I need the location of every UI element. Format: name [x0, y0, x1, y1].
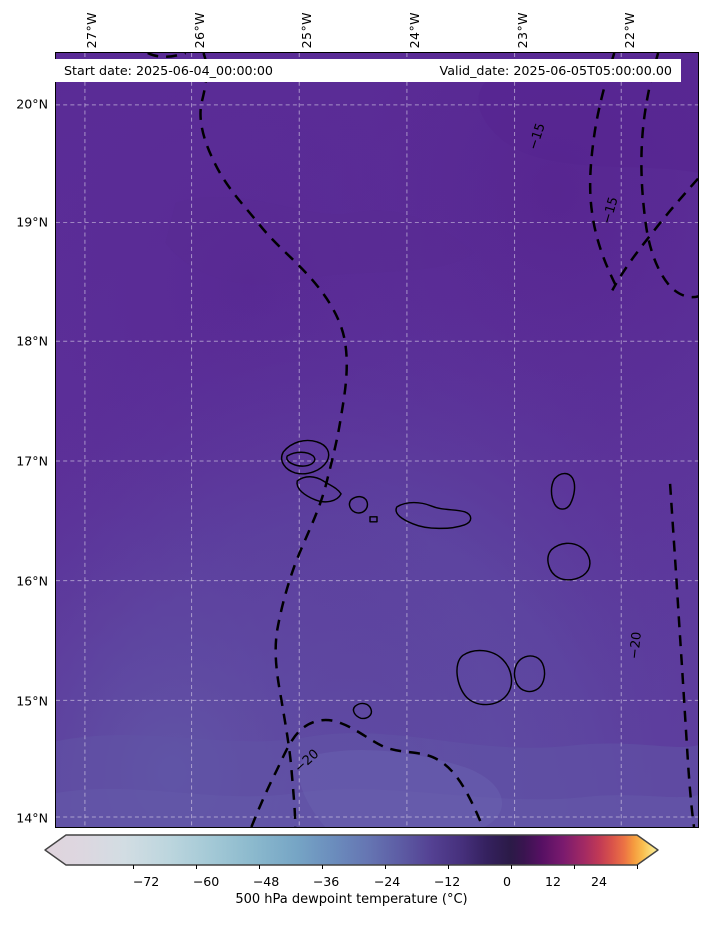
contour-label-minus20-a: −20: [627, 631, 645, 660]
map-axes[interactable]: −15 −15 −20 −20: [55, 52, 699, 828]
colorbar-tick: −60: [192, 874, 220, 889]
colorbar-tick: −24: [373, 874, 401, 889]
contour-minus15-c: [611, 177, 698, 291]
colorbar-tick: 0: [502, 874, 512, 889]
colorbar-tick: −12: [433, 874, 461, 889]
colorbar[interactable]: −72 −60 −48 −36 −24 −12 0 12 24 500 hPa …: [0, 832, 703, 935]
colorbar-tick: −72: [132, 874, 160, 889]
dewpoint-field: [56, 53, 698, 827]
xtick-label: 24°W: [407, 11, 422, 48]
contour-minus20-east: [668, 483, 696, 827]
valid-date-text: Valid_date: 2025-06-05T05:00:00.00: [439, 63, 672, 78]
contour-minus20-south: [250, 718, 484, 827]
ytick-label: 18°N: [16, 333, 48, 349]
contour-label-minus15-b: −15: [600, 195, 622, 225]
contour-lines: [147, 53, 698, 827]
colorbar-tick: −36: [312, 874, 340, 889]
xtick-label: 27°W: [84, 11, 99, 48]
title-bar: Start date: 2025-06-04_00:00:00 Valid_da…: [55, 59, 681, 82]
ytick-label: 15°N: [16, 693, 48, 709]
latitude-axis: 20°N 19°N 18°N 17°N 16°N 15°N 14°N: [0, 0, 55, 935]
longitude-axis: 27°W 26°W 25°W 24°W 23°W 22°W: [0, 0, 703, 52]
contour-minus15-west: [199, 53, 348, 827]
xtick-label: 23°W: [515, 11, 530, 48]
gridlines: [56, 53, 698, 827]
ytick-label: 17°N: [16, 453, 48, 469]
contour-labels: −15 −15 −20 −20: [292, 121, 645, 776]
colorbar-tick: −48: [252, 874, 280, 889]
contour-minus15-b: [640, 53, 698, 299]
colorbar-gradient: [44, 834, 659, 866]
colorbar-tick: 24: [590, 874, 608, 889]
colorbar-axis-label: 500 hPa dewpoint temperature (°C): [235, 892, 468, 907]
contour-label-minus15-a: −15: [526, 121, 549, 152]
xtick-label: 25°W: [299, 11, 314, 48]
contour-label-minus20-b: −20: [292, 747, 322, 776]
colorbar-tick: 12: [544, 874, 562, 889]
ytick-label: 16°N: [16, 573, 48, 589]
xtick-label: 22°W: [622, 11, 637, 48]
contour-minus10: [147, 53, 186, 58]
xtick-label: 26°W: [192, 11, 207, 48]
ytick-label: 20°N: [16, 96, 48, 112]
ytick-label: 19°N: [16, 214, 48, 230]
start-date-text: Start date: 2025-06-04_00:00:00: [64, 63, 274, 78]
contour-minus15-a: [588, 53, 618, 287]
ytick-label: 14°N: [16, 810, 48, 826]
coastlines: [280, 439, 591, 720]
